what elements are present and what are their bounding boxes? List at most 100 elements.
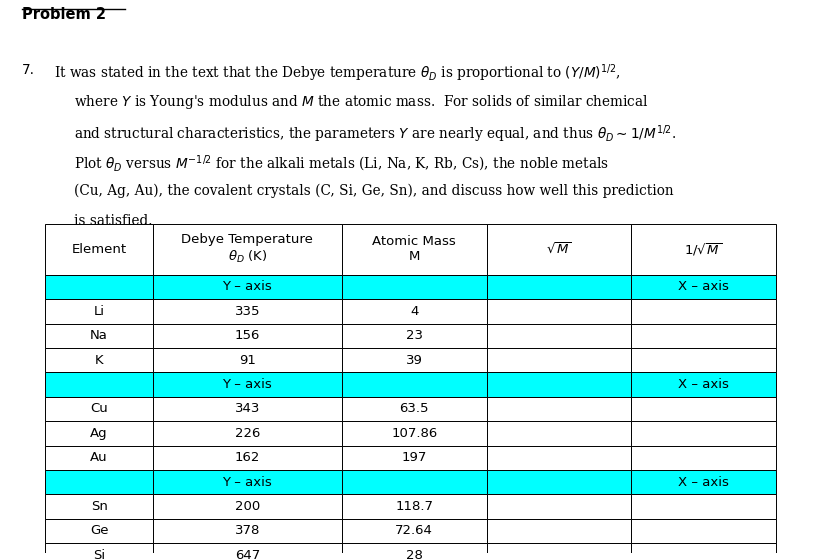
Text: X – axis: X – axis (678, 476, 729, 489)
Text: Na: Na (90, 329, 108, 342)
Bar (342, 224, 486, 274)
Bar (45, 543, 153, 559)
Text: 72.64: 72.64 (396, 524, 433, 538)
Bar (342, 494, 486, 519)
Text: 39: 39 (406, 354, 423, 367)
Bar (153, 274, 342, 299)
Text: Y – axis: Y – axis (222, 476, 272, 489)
Text: 343: 343 (235, 402, 260, 415)
Text: 63.5: 63.5 (400, 402, 429, 415)
Bar (342, 421, 486, 446)
Bar (486, 324, 631, 348)
Bar (342, 372, 486, 397)
Text: 7.: 7. (22, 63, 35, 77)
Bar (486, 446, 631, 470)
Bar (153, 299, 342, 324)
Bar (486, 397, 631, 421)
Text: Sn: Sn (91, 500, 107, 513)
Bar (631, 299, 776, 324)
Text: It was stated in the text that the Debye temperature $\theta_D$ is proportional : It was stated in the text that the Debye… (54, 63, 620, 84)
Bar (153, 470, 342, 494)
Bar (153, 372, 342, 397)
Text: 91: 91 (239, 354, 255, 367)
Bar (486, 494, 631, 519)
Text: where $Y$ is Young's modulus and $M$ the atomic mass.  For solids of similar che: where $Y$ is Young's modulus and $M$ the… (74, 93, 648, 111)
Bar (153, 224, 342, 274)
Bar (631, 274, 776, 299)
Bar (153, 494, 342, 519)
Text: Y – axis: Y – axis (222, 281, 272, 293)
Bar (631, 470, 776, 494)
Bar (45, 494, 153, 519)
Bar (631, 224, 776, 274)
Text: X – axis: X – axis (678, 281, 729, 293)
Bar (342, 470, 486, 494)
Bar (153, 421, 342, 446)
Text: 23: 23 (405, 329, 423, 342)
Bar (342, 397, 486, 421)
Text: Li: Li (94, 305, 105, 318)
Bar (631, 446, 776, 470)
Text: (Cu, Ag, Au), the covalent crystals (C, Si, Ge, Sn), and discuss how well this p: (Cu, Ag, Au), the covalent crystals (C, … (74, 183, 674, 198)
Bar (153, 519, 342, 543)
Bar (631, 372, 776, 397)
Text: Si: Si (93, 549, 105, 559)
Text: Plot $\theta_D$ versus $M^{-1/2}$ for the alkali metals (Li, Na, K, Rb, Cs), the: Plot $\theta_D$ versus $M^{-1/2}$ for th… (74, 153, 609, 173)
Bar (631, 324, 776, 348)
Text: Y – axis: Y – axis (222, 378, 272, 391)
Bar (45, 348, 153, 372)
Bar (153, 348, 342, 372)
Bar (342, 299, 486, 324)
Bar (153, 446, 342, 470)
Bar (631, 397, 776, 421)
Bar (342, 519, 486, 543)
Bar (45, 324, 153, 348)
Text: Problem 2: Problem 2 (22, 7, 106, 22)
Bar (45, 372, 153, 397)
Bar (631, 543, 776, 559)
Text: 4: 4 (410, 305, 419, 318)
Text: X – axis: X – axis (678, 378, 729, 391)
Bar (486, 348, 631, 372)
Bar (342, 274, 486, 299)
Bar (631, 519, 776, 543)
Text: Ag: Ag (91, 427, 108, 440)
Bar (631, 421, 776, 446)
Bar (153, 543, 342, 559)
Bar (45, 421, 153, 446)
Text: Cu: Cu (90, 402, 108, 415)
Bar (45, 224, 153, 274)
Bar (45, 299, 153, 324)
Text: 156: 156 (235, 329, 260, 342)
Bar (342, 543, 486, 559)
Text: 200: 200 (235, 500, 260, 513)
Text: 335: 335 (235, 305, 260, 318)
Text: 378: 378 (235, 524, 260, 538)
Bar (342, 348, 486, 372)
Bar (486, 274, 631, 299)
Text: 197: 197 (401, 451, 427, 465)
Bar (486, 543, 631, 559)
Text: Element: Element (72, 243, 127, 255)
Bar (631, 494, 776, 519)
Bar (631, 348, 776, 372)
Bar (486, 224, 631, 274)
Bar (153, 397, 342, 421)
Text: Au: Au (91, 451, 108, 465)
Bar (486, 372, 631, 397)
Bar (45, 274, 153, 299)
Text: 28: 28 (406, 549, 423, 559)
Text: K: K (95, 354, 103, 367)
Text: 162: 162 (235, 451, 260, 465)
Text: 226: 226 (235, 427, 260, 440)
Text: 647: 647 (235, 549, 260, 559)
Text: Debye Temperature
$\theta_D$ (K): Debye Temperature $\theta_D$ (K) (181, 234, 313, 265)
Text: Ge: Ge (90, 524, 108, 538)
Text: $1/\sqrt{M}$: $1/\sqrt{M}$ (685, 241, 723, 258)
Bar (45, 397, 153, 421)
Bar (153, 324, 342, 348)
Text: 118.7: 118.7 (396, 500, 433, 513)
Bar (486, 519, 631, 543)
Bar (45, 470, 153, 494)
Bar (486, 299, 631, 324)
